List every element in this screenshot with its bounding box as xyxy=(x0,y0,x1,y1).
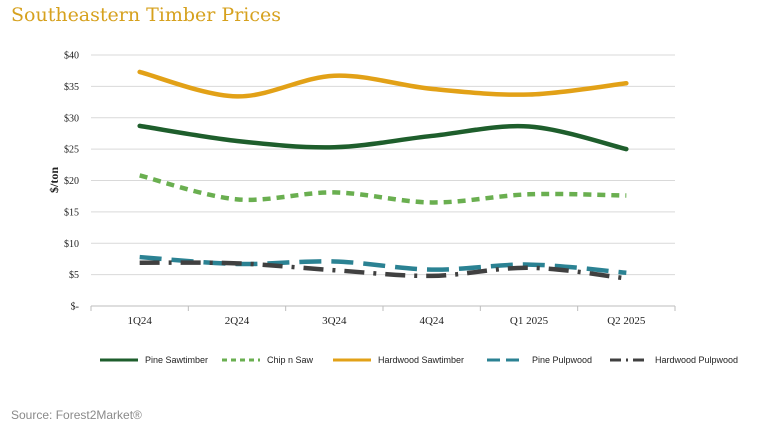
series-lines xyxy=(137,69,629,281)
series-line-chip-n-saw xyxy=(139,173,627,205)
x-tick-label: Q1 2025 xyxy=(510,315,549,327)
y-tick-label: $15 xyxy=(64,207,79,218)
source-note: Source: Forest2Market® xyxy=(11,408,142,422)
legend-label-pine-sawtimber: Pine Sawtimber xyxy=(145,355,208,365)
series-line-pine-pulpwood xyxy=(139,254,627,275)
legend-label-chip-n-saw: Chip n Saw xyxy=(267,355,314,365)
y-tick-label: $35 xyxy=(64,82,79,93)
series-line-hardwood-pulpwood xyxy=(139,260,627,281)
x-tick-labels: 1Q24 2Q24 3Q24 4Q24 Q1 2025 Q2 2025 xyxy=(127,315,645,327)
legend: Pine Sawtimber Chip n Saw Hardwood Sawtimb… xyxy=(100,355,738,365)
x-tick-label: 3Q24 xyxy=(322,315,347,327)
axes xyxy=(90,306,676,311)
legend-label-pine-pulpwood: Pine Pulpwood xyxy=(532,355,592,365)
y-axis-label: $/ton xyxy=(47,167,61,193)
legend-label-hardwood-pulpwood: Hardwood Pulpwood xyxy=(655,355,738,365)
y-tick-label: $5 xyxy=(69,270,79,281)
x-tick-label: 4Q24 xyxy=(419,315,444,327)
series-line-pine-sawtimber xyxy=(137,123,629,152)
line-chart: $- $5 $10 $15 $20 $25 $30 $35 $40 1Q24 2Q24 3Q24 4Q… xyxy=(47,51,738,366)
y-tick-label: $20 xyxy=(64,176,79,187)
y-tick-label: $30 xyxy=(64,113,79,124)
series-line-hardwood-sawtimber xyxy=(137,69,629,99)
legend-label-hardwood-sawtimber: Hardwood Sawtimber xyxy=(378,355,464,365)
chart-title: Southeastern Timber Prices xyxy=(11,4,281,26)
x-tick-label: Q2 2025 xyxy=(607,315,646,327)
y-tick-label: $10 xyxy=(64,239,79,250)
x-tick-label: 1Q24 xyxy=(127,315,152,327)
y-tick-labels: $- $5 $10 $15 $20 $25 $30 $35 $40 xyxy=(64,51,79,313)
y-tick-label: $25 xyxy=(64,145,79,156)
y-tick-label: $40 xyxy=(64,51,79,62)
y-tick-label: $- xyxy=(71,302,79,313)
x-tick-label: 2Q24 xyxy=(225,315,250,327)
